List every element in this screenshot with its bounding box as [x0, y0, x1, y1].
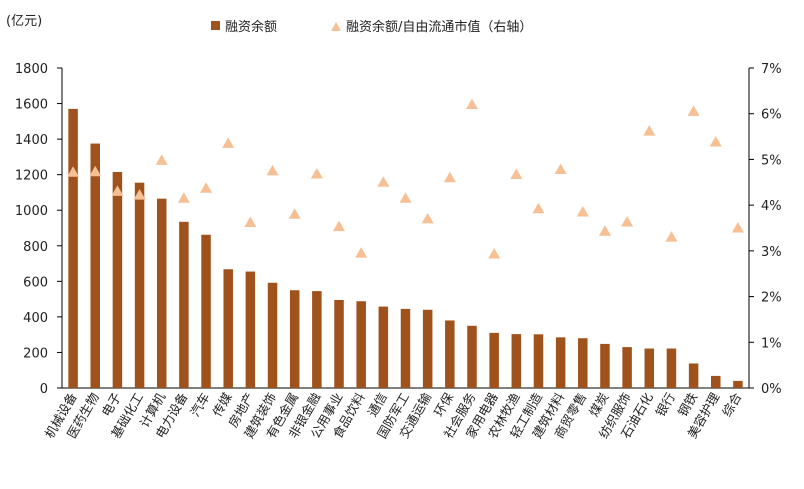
scatter-point — [731, 222, 744, 233]
x-tick-label: 银行 — [653, 390, 678, 419]
scatter-point — [89, 165, 102, 177]
y-right-tick-label: 3% — [761, 245, 782, 260]
scatter-point — [133, 189, 146, 200]
y-right-tick-label: 4% — [761, 199, 782, 214]
scatter-series — [67, 98, 744, 259]
scatter-point — [67, 166, 80, 177]
y-left-tick-label: 1000 — [15, 204, 48, 219]
scatter-point — [598, 225, 611, 236]
bar — [555, 337, 566, 388]
y-left-tick-label: 1600 — [15, 98, 48, 113]
y-right-tick-label: 2% — [761, 291, 782, 306]
legend-scatter-label: 融资余额/自由流通市值（右轴） — [346, 19, 532, 35]
scatter-point — [266, 164, 279, 176]
scatter-point — [377, 176, 390, 187]
scatter-point — [244, 216, 257, 228]
scatter-point — [465, 98, 478, 110]
bar — [223, 269, 233, 388]
scatter-point — [532, 202, 545, 214]
scatter-point — [288, 208, 301, 219]
scatter-point — [222, 137, 235, 148]
bar — [600, 343, 610, 388]
bar — [733, 380, 743, 388]
scatter-point — [576, 206, 589, 217]
scatter-point — [510, 168, 523, 180]
bar — [688, 363, 699, 388]
bar — [179, 221, 189, 388]
legend-bar-label: 融资余额 — [225, 19, 277, 35]
bar — [666, 348, 677, 388]
scatter-point — [310, 168, 323, 179]
scatter-point — [333, 220, 346, 232]
bar — [711, 375, 721, 388]
legend-bar-swatch — [211, 21, 220, 30]
y-right-tick-label: 0% — [761, 382, 782, 397]
bar — [378, 306, 389, 388]
y-right-ticks: 0% 1% 2% 3% 4% 5% 6% 7% — [749, 62, 782, 397]
y-left-ticks: 0 200 400 600 800 1000 1200 1400 1600 1800 — [15, 62, 62, 397]
y-left-unit-label: (亿元) — [6, 14, 42, 29]
y-left-tick-label: 800 — [23, 240, 48, 255]
scatter-point — [421, 212, 434, 224]
bar — [245, 271, 256, 388]
legend: 融资余额 融资余额/自由流通市值（右轴） — [211, 19, 532, 35]
bar — [644, 348, 655, 388]
bar — [533, 334, 544, 388]
x-tick-label: 综合 — [719, 390, 745, 420]
y-left-tick-label: 200 — [23, 346, 48, 361]
bar — [578, 338, 588, 388]
scatter-point — [687, 105, 700, 116]
scatter-point — [177, 192, 190, 203]
bar — [134, 182, 145, 388]
bar — [201, 234, 211, 388]
bar — [622, 347, 632, 388]
scatter-point — [621, 216, 634, 227]
bar — [422, 309, 433, 388]
y-left-tick-label: 1400 — [15, 133, 48, 148]
bar — [511, 334, 522, 388]
y-left-tick-label: 400 — [23, 311, 48, 326]
y-right-tick-label: 5% — [761, 153, 782, 168]
bar — [68, 108, 78, 388]
scatter-point — [155, 154, 168, 165]
scatter-point — [488, 248, 501, 259]
bar — [467, 325, 477, 388]
legend-triangle-marker — [331, 22, 341, 31]
bar — [356, 301, 366, 388]
y-left-tick-label: 1200 — [15, 169, 48, 184]
y-left-tick-label: 0 — [40, 382, 48, 397]
bar — [312, 291, 322, 388]
bar — [112, 172, 123, 388]
bar-series — [68, 108, 743, 388]
scatter-point — [355, 247, 368, 258]
bar — [400, 308, 411, 388]
scatter-point — [443, 171, 456, 183]
bar — [445, 320, 455, 388]
y-left-tick-label: 600 — [23, 275, 48, 290]
bar — [267, 282, 278, 388]
x-category-labels: 机械设备医药生物电子基础化工计算机电力设备汽车传媒房地产建筑装饰有色金属非银金融… — [42, 390, 745, 441]
bar — [90, 143, 100, 388]
y-right-tick-label: 7% — [761, 62, 782, 77]
y-left-tick-label: 1800 — [15, 62, 48, 77]
scatter-point — [665, 231, 678, 242]
bar — [289, 290, 300, 388]
scatter-point — [554, 163, 567, 174]
bar — [334, 300, 344, 388]
scatter-point — [111, 185, 124, 196]
bar — [489, 332, 499, 388]
scatter-point — [399, 192, 412, 203]
y-right-tick-label: 1% — [761, 336, 782, 351]
x-tick-label: 汽车 — [187, 390, 212, 419]
y-right-tick-label: 6% — [761, 108, 782, 123]
scatter-point — [200, 182, 213, 193]
scatter-point — [709, 136, 722, 147]
bar — [156, 198, 167, 388]
scatter-point — [643, 125, 656, 136]
